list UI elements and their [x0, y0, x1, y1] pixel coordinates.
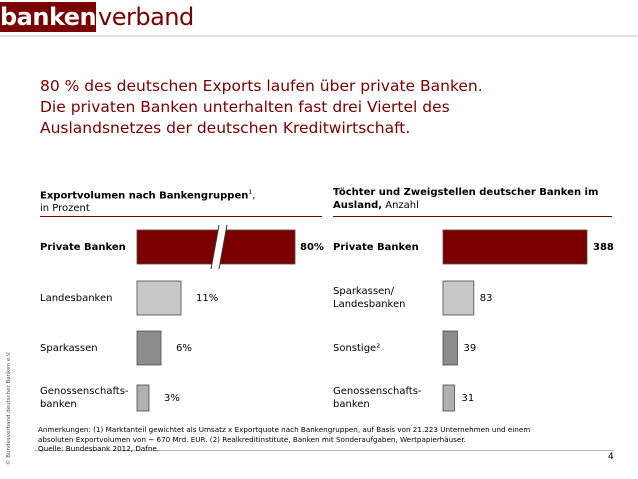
right-category-label-2-line-2: Landesbanken: [333, 299, 406, 310]
right-category-label-2-line-1: Sparkassen/: [333, 286, 394, 297]
left-value-label-4: 3%: [164, 392, 180, 404]
right-bar-2: [442, 280, 475, 316]
left-title-bold: Exportvolumen nach Bankengruppen: [40, 190, 249, 202]
right-category-label-4-line-1: Genossenschafts-: [333, 386, 422, 397]
footnote-line-3: Quelle: Bundesbank 2012, Dafne.: [38, 444, 160, 453]
logo-box: [0, 2, 96, 32]
left-bar-4: [136, 384, 150, 412]
axis-break-gap: [211, 225, 227, 269]
right-title-unit: Anzahl: [382, 200, 419, 211]
left-category-label-4-line-1: Genossenschafts-: [40, 386, 129, 397]
left-title-unit: in Prozent: [40, 203, 90, 215]
left-bar-2: [136, 280, 182, 316]
right-bar-3: [442, 330, 458, 366]
left-category-label-4-line-2: banken: [40, 399, 77, 410]
right-title-rule: [333, 216, 612, 217]
axis-break-line-1: [210, 224, 220, 270]
right-bar-1: [442, 229, 588, 265]
left-category-label-3: Sparkassen: [40, 342, 98, 355]
footer-divider: [34, 450, 614, 451]
headline-line-3: Auslandsnetzes der deutschen Kreditwirts…: [40, 119, 411, 137]
footnotes: Anmerkungen: (1) Marktanteil gewichtet a…: [38, 425, 618, 454]
header-divider: [0, 35, 638, 37]
left-category-label-1-line-1: Private Banken: [40, 241, 126, 253]
axis-break-line-2: [218, 224, 228, 270]
left-title-comma: ,: [252, 190, 256, 202]
left-title-rule: [40, 216, 322, 217]
right-category-label-1-line-1: Private Banken: [333, 241, 419, 253]
right-value-label-3: 39: [463, 342, 477, 354]
right-value-label-2: 83: [479, 292, 493, 304]
left-value-label-2: 11%: [196, 292, 219, 304]
right-title-bold-line-1: Töchter und Zweigstellen deutscher Banke…: [333, 187, 599, 198]
right-bar-4: [442, 384, 455, 412]
left-category-label-4: Genossenschafts-banken: [40, 385, 129, 411]
headline-line-2: Die privaten Banken unterhalten fast dre…: [40, 98, 450, 116]
axis-break-mark: [210, 224, 228, 270]
left-category-label-3-line-1: Sparkassen: [40, 342, 98, 354]
left-category-label-2: Landesbanken: [40, 292, 113, 305]
left-bar-1: [136, 229, 296, 265]
logo-text-banken: banken: [0, 3, 97, 31]
right-value-label-1: 388: [593, 241, 614, 253]
footnote-line-1: Anmerkungen: (1) Marktanteil gewichtet a…: [38, 425, 531, 434]
left-title-footnote: 1: [248, 189, 253, 196]
logo-text-verband: verband: [98, 3, 194, 31]
slide-headline: 80 % des deutschen Exports laufen über p…: [40, 76, 620, 139]
left-chart-title: Exportvolumen nach Bankengruppen1, in Pr…: [40, 186, 320, 215]
right-value-label-4: 31: [461, 392, 475, 404]
right-category-label-3-line-1: Sonstige²: [333, 342, 381, 354]
right-category-label-4: Genossenschafts-banken: [333, 385, 422, 411]
right-title-bold-line-2: Ausland,: [333, 200, 383, 211]
right-category-label-1: Private Banken: [333, 241, 419, 254]
bankenverband-logo: banken verband: [0, 0, 194, 36]
right-chart-title: Töchter und Zweigstellen deutscher Banke…: [333, 186, 623, 212]
left-bar-3: [136, 330, 162, 366]
right-category-label-3: Sonstige²: [333, 342, 380, 355]
footnote-line-2: absoluten Exportvolumen von ~ 670 Mrd. E…: [38, 434, 466, 444]
copyright-note: © Bundesverband deutscher Banken e.V.: [6, 351, 12, 465]
left-category-label-1: Private Banken: [40, 241, 126, 254]
right-category-label-4-line-2: banken: [333, 399, 370, 410]
left-category-label-2-line-1: Landesbanken: [40, 292, 113, 304]
left-value-label-1: 80%: [300, 241, 324, 253]
headline-line-1: 80 % des deutschen Exports laufen über p…: [40, 77, 483, 95]
left-value-label-3: 6%: [176, 342, 192, 354]
page-number: 4: [608, 452, 614, 462]
right-category-label-2: Sparkassen/Landesbanken: [333, 285, 406, 311]
